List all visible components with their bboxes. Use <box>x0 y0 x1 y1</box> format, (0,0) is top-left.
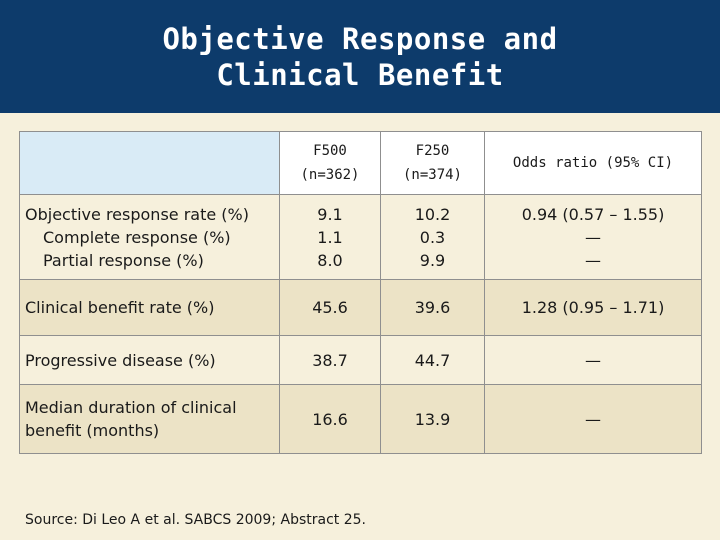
odds-value: — <box>585 227 601 247</box>
row-label-line: benefit (months) <box>25 421 160 440</box>
row-label: Clinical benefit rate (%) <box>19 279 280 336</box>
row-label-sub: Partial response (%) <box>43 250 204 270</box>
row-label: Median duration of clinical benefit (mon… <box>19 384 280 454</box>
row-label: Progressive disease (%) <box>19 335 280 385</box>
header-f500-name: F500 <box>313 143 347 159</box>
odds-cell: 0.94 (0.57 – 1.55) — — <box>484 194 702 280</box>
f500-value: 1.1 <box>317 227 343 247</box>
odds-value: — <box>484 335 702 385</box>
slide-title-line-2: Clinical Benefit <box>216 57 504 92</box>
header-f250: F250 (n=374) <box>380 131 485 195</box>
odds-value: 0.94 (0.57 – 1.55) <box>521 204 665 224</box>
f500-value: 45.6 <box>279 279 381 336</box>
header-blank-cell <box>19 131 280 195</box>
row-label: Objective response rate (%) Complete res… <box>19 194 280 280</box>
f500-value: 16.6 <box>279 384 381 454</box>
row-label-line: Median duration of clinical <box>25 398 237 417</box>
f500-value: 8.0 <box>317 250 343 270</box>
header-f500-n: (n=362) <box>300 167 360 183</box>
header-odds-ratio: Odds ratio (95% CI) <box>484 131 702 195</box>
f250-value: 39.6 <box>380 279 485 336</box>
f250-value: 44.7 <box>380 335 485 385</box>
header-f250-name: F250 <box>415 143 450 159</box>
f500-cell: 9.1 1.1 8.0 <box>279 194 381 280</box>
f250-value: 13.9 <box>380 384 485 454</box>
f500-value: 38.7 <box>279 335 381 385</box>
table-row: Clinical benefit rate (%) 45.6 39.6 1.28… <box>19 279 702 336</box>
slide-title-line-1: Objective Response and <box>162 21 558 56</box>
odds-value: — <box>585 250 601 270</box>
f250-cell: 10.2 0.3 9.9 <box>380 194 485 280</box>
f500-value: 9.1 <box>317 204 343 224</box>
table-row: Objective response rate (%) Complete res… <box>19 194 702 280</box>
odds-value: — <box>484 384 702 454</box>
source-citation: Source: Di Leo A et al. SABCS 2009; Abst… <box>25 512 366 528</box>
f250-value: 0.3 <box>419 227 446 247</box>
table-row: Median duration of clinical benefit (mon… <box>19 384 702 454</box>
title-bar: Objective Response and Clinical Benefit <box>0 0 720 113</box>
f250-value: 9.9 <box>419 250 446 270</box>
table-header-row: F500 (n=362) F250 (n=374) Odds ratio (95… <box>19 131 702 195</box>
f250-value: 10.2 <box>414 204 451 224</box>
header-f500: F500 (n=362) <box>279 131 381 195</box>
table-row: Progressive disease (%) 38.7 44.7 — <box>19 335 702 385</box>
results-table: F500 (n=362) F250 (n=374) Odds ratio (95… <box>19 131 702 454</box>
row-label-sub: Complete response (%) <box>43 227 231 247</box>
odds-value: 1.28 (0.95 – 1.71) <box>484 279 702 336</box>
header-f250-n: (n=374) <box>402 167 462 183</box>
row-label-main: Objective response rate (%) <box>25 204 249 224</box>
